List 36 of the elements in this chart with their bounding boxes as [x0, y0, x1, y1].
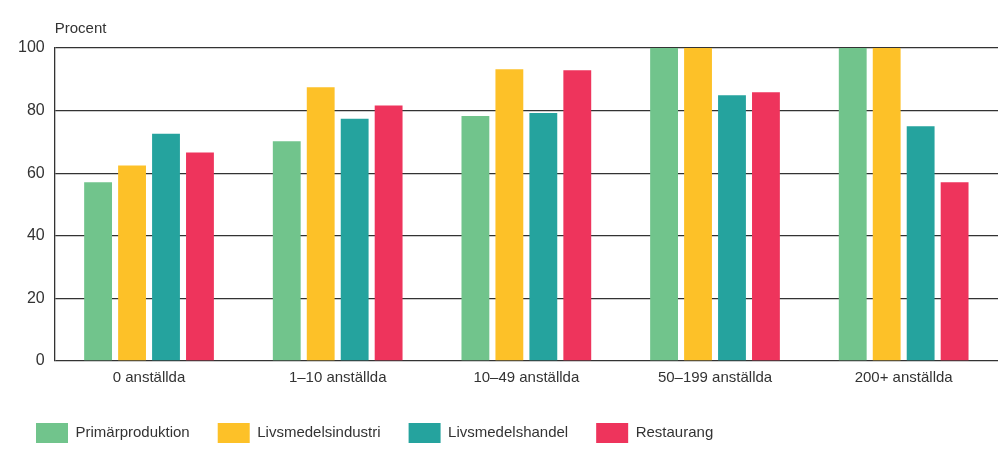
bar [906, 126, 935, 361]
x-tick-label: 10–49 anställda [473, 368, 580, 386]
y-tick-label: 60 [26, 163, 45, 181]
legend-label: Primärproduktion [75, 423, 190, 441]
bar [872, 48, 901, 361]
y-axis-title: Procent [54, 18, 108, 36]
legend-label: Livsmedelshandel [448, 423, 569, 441]
bar [84, 182, 113, 361]
x-tick-label: 200+ anställda [854, 368, 954, 386]
x-tick-label: 1–10 anställda [288, 368, 388, 386]
bar [340, 118, 369, 361]
y-tick-label: 40 [26, 226, 45, 244]
y-tick-label: 20 [26, 288, 45, 306]
bar [838, 48, 867, 361]
bar [940, 182, 969, 361]
bar [374, 105, 403, 361]
bar [529, 113, 558, 361]
x-tick-label: 50–199 anställda [657, 368, 773, 386]
bar [650, 48, 678, 361]
x-tick-label: 0 anställda [112, 368, 186, 386]
bar [152, 133, 180, 361]
bar [118, 165, 146, 361]
y-tick-label: 0 [35, 351, 45, 369]
y-tick-label: 100 [17, 38, 45, 56]
bar [752, 92, 780, 361]
legend-label: Livsmedelsindustri [257, 423, 381, 441]
bar [461, 115, 490, 361]
legend-label: Restaurang [635, 423, 714, 441]
bar [186, 152, 214, 361]
bar [718, 95, 746, 361]
bar [306, 87, 335, 361]
bar [684, 48, 712, 361]
y-tick-label: 80 [26, 101, 45, 119]
bar [272, 141, 301, 361]
bar [495, 69, 524, 361]
bar [563, 70, 592, 361]
